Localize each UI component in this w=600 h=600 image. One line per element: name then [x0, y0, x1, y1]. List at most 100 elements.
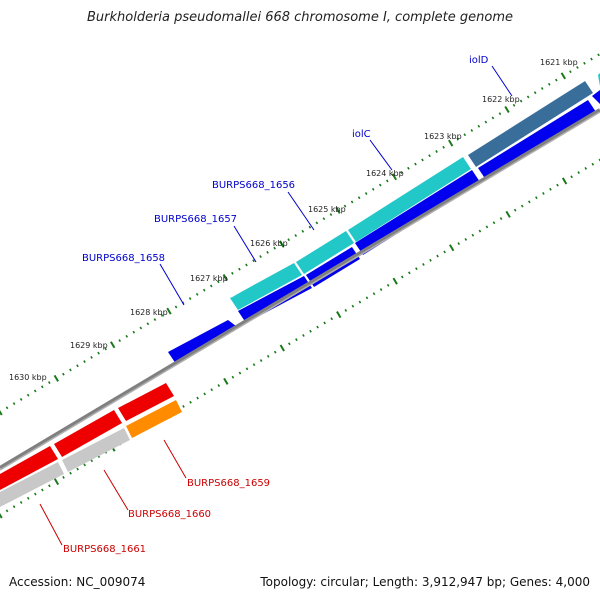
scale-label: 1623 kbp: [424, 132, 462, 141]
gene-label-BURPS668_1657: BURPS668_1657: [154, 214, 237, 225]
minor-tick: [457, 242, 461, 246]
minor-tick: [259, 359, 263, 362]
minor-tick: [351, 304, 355, 308]
major-tick: [223, 377, 229, 385]
minor-tick: [513, 208, 517, 212]
major-tick: [0, 410, 3, 416]
minor-tick: [104, 347, 107, 351]
minor-tick: [12, 402, 16, 406]
minor-tick: [478, 229, 482, 233]
minor-tick: [196, 396, 199, 400]
minor-tick: [344, 308, 348, 312]
minor-tick: [118, 339, 122, 343]
minor-tick: [231, 271, 234, 275]
minor-tick: [97, 351, 100, 355]
major-tick: [561, 177, 568, 185]
minor-tick: [597, 53, 600, 57]
minor-tick: [76, 364, 79, 368]
gene-feature-BURPS668_1659: [126, 400, 182, 438]
gene-label-BURPS668_1656: BURPS668_1656: [212, 180, 295, 191]
forward-gene-track: [230, 73, 600, 310]
minor-tick: [414, 162, 417, 166]
minor-tick: [245, 367, 249, 371]
minor-tick: [83, 360, 86, 364]
minor-tick: [526, 95, 530, 99]
minor-tick: [90, 459, 94, 463]
gene-feature-iolD: [468, 81, 593, 167]
minor-tick: [569, 70, 572, 74]
minor-tick: [160, 313, 164, 317]
minor-tick: [47, 381, 51, 385]
scale-labels: 1621 kbp 1622 kbp 1623 kbp 1624 kbp 1625…: [9, 58, 578, 382]
minor-tick: [371, 187, 375, 191]
minor-tick: [436, 254, 439, 258]
minor-tick: [415, 267, 418, 271]
scale-label: 1627 kbp: [190, 274, 228, 283]
cds-feature-BURPS668_1659: [118, 383, 174, 421]
minor-tick: [5, 509, 9, 513]
gene-feature-BURPS668_1656: [296, 231, 354, 274]
gene-label-BURPS668_1659: BURPS668_1659: [187, 478, 270, 489]
forward-cds-track: [168, 90, 600, 364]
minor-tick: [590, 57, 593, 61]
accession-text: Accession: NC_009074: [9, 575, 146, 589]
minor-tick: [456, 137, 460, 141]
major-tick: [279, 240, 285, 248]
gene-label-iolC: iolC: [352, 129, 371, 140]
minor-tick: [33, 389, 37, 393]
minor-tick: [62, 372, 65, 376]
minor-tick: [288, 342, 291, 346]
minor-tick: [316, 325, 319, 329]
minor-tick: [540, 87, 544, 90]
minor-tick: [238, 371, 242, 375]
backbone: [0, 108, 600, 470]
minor-tick: [125, 334, 129, 338]
minor-tick: [378, 183, 382, 187]
major-tick: [0, 513, 3, 519]
minor-tick: [12, 505, 16, 509]
minor-tick: [26, 393, 30, 397]
cds-feature-BURPS668_1657: [238, 276, 312, 323]
minor-tick: [259, 255, 262, 258]
minor-tick: [343, 204, 347, 208]
cds-feature-iolC: [355, 170, 480, 255]
minor-tick: [549, 187, 552, 191]
minor-tick: [583, 61, 586, 65]
minor-tick: [407, 166, 410, 170]
minor-tick: [83, 463, 86, 467]
major-tick: [448, 139, 454, 147]
minor-tick: [577, 171, 580, 175]
minor-tick: [498, 112, 502, 116]
gene-feature-BURPS668_1657: [230, 263, 302, 310]
minor-tick: [584, 166, 588, 170]
minor-tick: [48, 484, 51, 488]
minor-tick: [471, 233, 475, 237]
gene-feature-BURPS668_1660: [62, 428, 130, 472]
minor-tick: [287, 238, 291, 242]
minor-tick: [266, 250, 269, 254]
minor-tick: [174, 305, 178, 309]
minor-tick: [216, 280, 220, 284]
minor-tick: [217, 384, 221, 387]
minor-tick: [302, 334, 305, 337]
minor-tick: [189, 400, 192, 404]
minor-tick: [470, 129, 474, 132]
major-tick: [336, 311, 342, 319]
minor-tick: [323, 321, 326, 325]
scale-label: 1621 kbp: [540, 58, 578, 67]
major-tick: [449, 244, 455, 252]
minor-tick: [556, 183, 559, 187]
minor-tick: [188, 297, 192, 300]
minor-tick: [429, 258, 432, 262]
minor-tick: [329, 213, 333, 216]
major-tick: [53, 478, 60, 486]
gene-feature-BURPS668_1661: [0, 462, 64, 507]
reverse-cds-track: [0, 383, 174, 490]
inner-tick-track: [0, 158, 600, 519]
minor-tick: [132, 330, 136, 334]
minor-tick: [400, 275, 404, 279]
minor-tick: [5, 406, 9, 410]
minor-tick: [309, 329, 312, 333]
minor-tick: [576, 66, 579, 69]
major-tick: [505, 210, 511, 218]
